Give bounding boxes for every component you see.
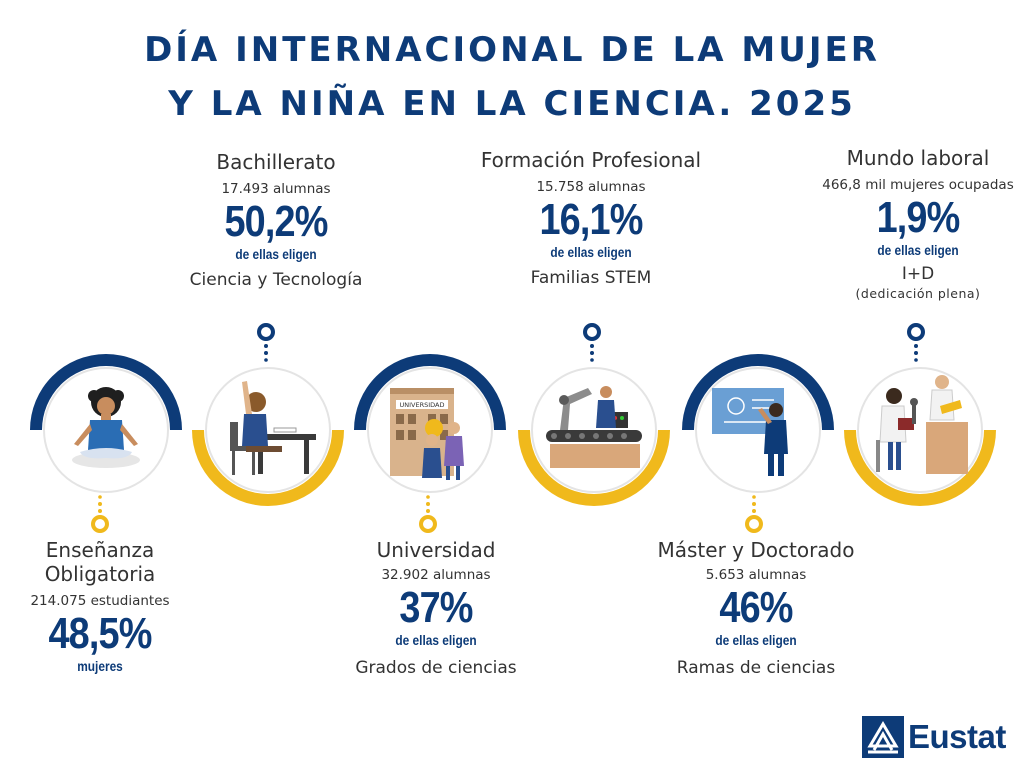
stage-sub: de ellas eligen [877,243,959,258]
eustat-logo: Eustat [862,716,1012,758]
stage-name-line-2: Obligatoria [44,562,156,586]
stage-sub: de ellas eligen [395,633,477,648]
stage-name: Máster y Doctorado [657,538,855,562]
stage-note: (dedicación plena) [855,286,981,301]
pin-universidad-icon [419,495,437,533]
pin-master-icon [745,495,763,533]
stage-laboral-info: Mundo laboral 466,8 mil mujeres ocupadas… [790,146,1024,302]
stage-field: Grados de ciencias [355,658,517,678]
eustat-logo-icon [862,716,904,758]
stage-name: Bachillerato [216,150,336,174]
university-sign-text: UNIVERSIDAD [400,401,445,409]
stage-percent: 16,1% [539,195,643,244]
scientists-lab-illustration [876,375,968,474]
stage-sub: de ellas eligen [550,245,632,260]
researcher-at-board-illustration [712,388,788,476]
stage-name: Universidad [376,538,496,562]
stage-laboral-node [838,348,1002,512]
stage-sub: mujeres [77,659,123,674]
stage-percent: 37% [399,583,473,632]
stage-master-node [676,348,840,512]
stage-sub: de ellas eligen [715,633,797,648]
stage-percent: 1,9% [876,193,961,242]
stage-count: 17.493 alumnas [221,181,331,197]
stage-count: 466,8 mil mujeres ocupadas [822,177,1014,193]
stage-sub: de ellas eligen [235,247,317,262]
stage-bachillerato-node [186,348,350,512]
page-title-line-1: DÍA INTERNACIONAL DE LA MUJER [144,30,880,70]
stage-universidad-info: Universidad 32.902 alumnas 37% de ellas … [326,538,546,680]
stage-field: Ramas de ciencias [676,658,836,678]
stage-ensenanza-node [24,348,188,512]
child-meditating-illustration [72,387,140,468]
stage-name: Enseñanza [45,538,155,562]
stage-bachillerato-info: Bachillerato 17.493 alumnas 50,2% de ell… [166,150,386,292]
industrial-robot-illustration [546,386,642,468]
stage-field: Ciencia y Tecnología [189,270,363,290]
stage-fp-info: Formación Profesional 15.758 alumnas 16,… [456,148,726,290]
stage-universidad-node: UNIVERSIDAD [348,348,512,512]
stage-field: I+D [901,264,935,284]
stage-count: 15.758 alumnas [536,179,646,195]
stage-count: 32.902 alumnas [381,567,491,583]
stage-name: Formación Profesional [480,148,702,172]
pin-ensenanza-icon [91,495,109,533]
stage-count: 214.075 estudiantes [30,593,170,609]
stage-field: Familias STEM [530,268,652,288]
stage-percent: 50,2% [224,197,328,246]
stage-count: 5.653 alumnas [705,567,807,583]
stage-ensenanza-info: Enseñanza Obligatoria 214.075 estudiante… [0,538,200,676]
stage-percent: 48,5% [48,609,152,658]
eustat-logo-text: Eustat [908,718,1006,755]
pin-fp-icon [583,323,601,362]
student-at-desk-illustration [230,381,316,475]
stage-name: Mundo laboral [846,146,990,170]
page-title-line-2: Y LA NIÑA EN LA CIENCIA. 2025 [168,84,856,124]
stage-fp-node [512,348,676,512]
pin-bachillerato-icon [257,323,275,362]
pin-laboral-icon [907,323,925,362]
stage-percent: 46% [719,583,793,632]
stage-master-info: Máster y Doctorado 5.653 alumnas 46% de … [636,538,876,680]
university-building-illustration: UNIVERSIDAD [390,388,464,480]
